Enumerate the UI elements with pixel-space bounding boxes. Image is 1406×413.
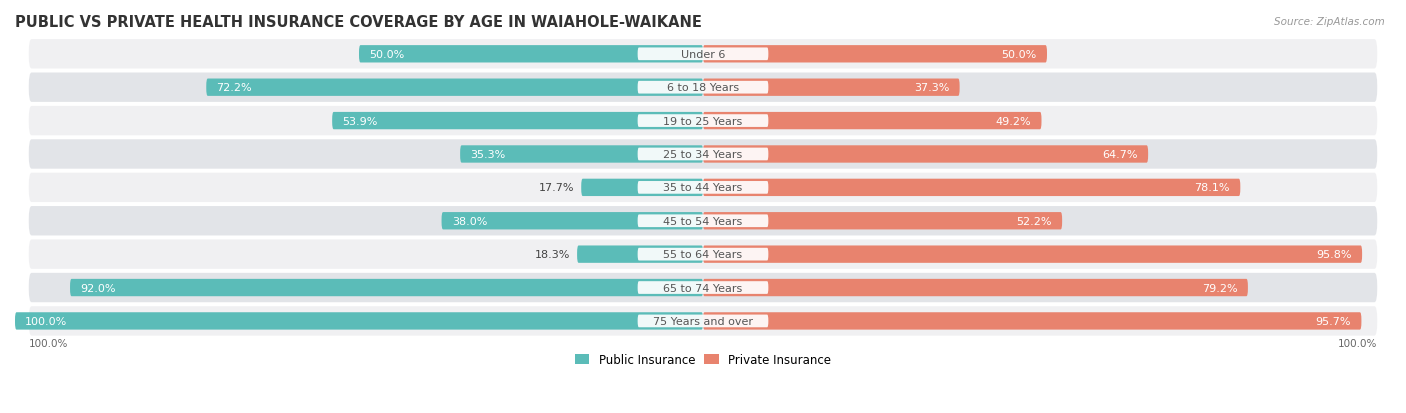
FancyBboxPatch shape — [638, 248, 768, 261]
Text: 75 Years and over: 75 Years and over — [652, 316, 754, 326]
FancyBboxPatch shape — [703, 279, 1249, 297]
FancyBboxPatch shape — [28, 74, 1378, 103]
FancyBboxPatch shape — [581, 179, 703, 197]
Text: 92.0%: 92.0% — [80, 283, 115, 293]
FancyBboxPatch shape — [28, 107, 1378, 136]
FancyBboxPatch shape — [703, 113, 1042, 130]
Text: Source: ZipAtlas.com: Source: ZipAtlas.com — [1274, 17, 1385, 26]
FancyBboxPatch shape — [28, 140, 1378, 169]
FancyBboxPatch shape — [15, 313, 703, 330]
Text: 50.0%: 50.0% — [370, 50, 405, 59]
FancyBboxPatch shape — [441, 213, 703, 230]
Text: 100.0%: 100.0% — [28, 339, 67, 349]
FancyBboxPatch shape — [703, 213, 1062, 230]
FancyBboxPatch shape — [28, 40, 1378, 69]
FancyBboxPatch shape — [28, 173, 1378, 202]
Legend: Public Insurance, Private Insurance: Public Insurance, Private Insurance — [571, 349, 835, 371]
Text: 50.0%: 50.0% — [1001, 50, 1036, 59]
FancyBboxPatch shape — [332, 113, 703, 130]
FancyBboxPatch shape — [207, 79, 703, 97]
FancyBboxPatch shape — [638, 48, 768, 61]
FancyBboxPatch shape — [703, 146, 1149, 163]
Text: 35 to 44 Years: 35 to 44 Years — [664, 183, 742, 193]
Text: 19 to 25 Years: 19 to 25 Years — [664, 116, 742, 126]
Text: PUBLIC VS PRIVATE HEALTH INSURANCE COVERAGE BY AGE IN WAIAHOLE-WAIKANE: PUBLIC VS PRIVATE HEALTH INSURANCE COVER… — [15, 15, 702, 30]
FancyBboxPatch shape — [703, 246, 1362, 263]
Text: 72.2%: 72.2% — [217, 83, 252, 93]
Text: 52.2%: 52.2% — [1017, 216, 1052, 226]
Text: 95.7%: 95.7% — [1316, 316, 1351, 326]
FancyBboxPatch shape — [576, 246, 703, 263]
Text: 18.3%: 18.3% — [534, 249, 571, 259]
FancyBboxPatch shape — [703, 313, 1361, 330]
Text: 38.0%: 38.0% — [451, 216, 488, 226]
FancyBboxPatch shape — [703, 46, 1047, 63]
Text: 25 to 34 Years: 25 to 34 Years — [664, 150, 742, 159]
Text: 17.7%: 17.7% — [538, 183, 574, 193]
Text: 55 to 64 Years: 55 to 64 Years — [664, 249, 742, 259]
Text: 78.1%: 78.1% — [1195, 183, 1230, 193]
FancyBboxPatch shape — [638, 315, 768, 328]
FancyBboxPatch shape — [703, 79, 960, 97]
FancyBboxPatch shape — [638, 115, 768, 128]
Text: 64.7%: 64.7% — [1102, 150, 1137, 159]
Text: 100.0%: 100.0% — [25, 316, 67, 326]
FancyBboxPatch shape — [359, 46, 703, 63]
Text: 100.0%: 100.0% — [1339, 339, 1378, 349]
FancyBboxPatch shape — [70, 279, 703, 297]
Text: 37.3%: 37.3% — [914, 83, 949, 93]
Text: Under 6: Under 6 — [681, 50, 725, 59]
Text: 6 to 18 Years: 6 to 18 Years — [666, 83, 740, 93]
FancyBboxPatch shape — [638, 282, 768, 294]
FancyBboxPatch shape — [638, 215, 768, 228]
Text: 79.2%: 79.2% — [1202, 283, 1237, 293]
FancyBboxPatch shape — [28, 306, 1378, 336]
FancyBboxPatch shape — [638, 182, 768, 194]
FancyBboxPatch shape — [28, 240, 1378, 269]
FancyBboxPatch shape — [638, 82, 768, 94]
Text: 45 to 54 Years: 45 to 54 Years — [664, 216, 742, 226]
FancyBboxPatch shape — [460, 146, 703, 163]
Text: 35.3%: 35.3% — [471, 150, 506, 159]
Text: 65 to 74 Years: 65 to 74 Years — [664, 283, 742, 293]
Text: 49.2%: 49.2% — [995, 116, 1031, 126]
Text: 53.9%: 53.9% — [343, 116, 378, 126]
FancyBboxPatch shape — [703, 179, 1240, 197]
Text: 95.8%: 95.8% — [1316, 249, 1351, 259]
FancyBboxPatch shape — [28, 206, 1378, 236]
FancyBboxPatch shape — [638, 148, 768, 161]
FancyBboxPatch shape — [28, 273, 1378, 302]
